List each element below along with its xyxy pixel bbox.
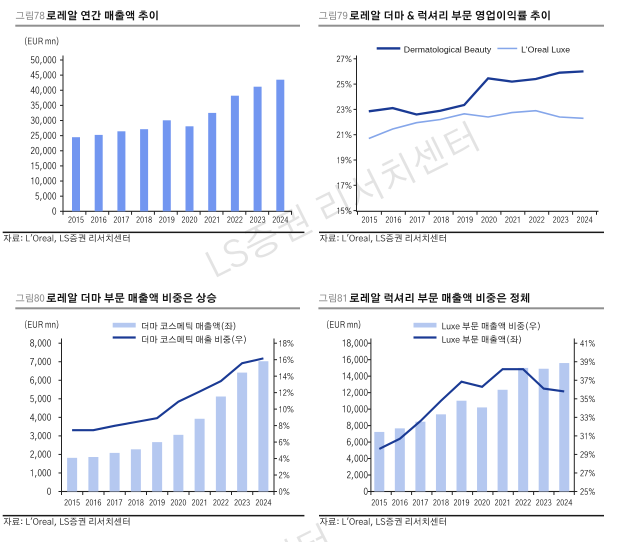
svg-text:L'Oreal Luxe: L'Oreal Luxe (521, 44, 570, 54)
svg-text:Dermatological Beauty: Dermatological Beauty (404, 44, 492, 54)
